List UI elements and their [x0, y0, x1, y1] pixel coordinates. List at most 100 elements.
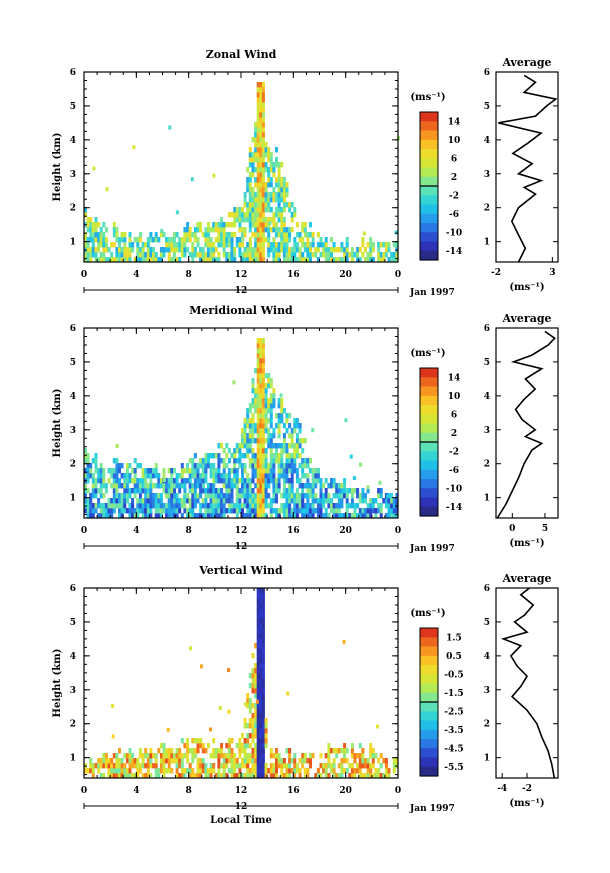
- heatmap-cell: [256, 237, 260, 243]
- heatmap-cell: [193, 453, 197, 459]
- heatmap-cell: [178, 748, 182, 754]
- heatmap-cell: [162, 468, 166, 474]
- colorbar-label: -14: [446, 247, 462, 257]
- heatmap-cell: [246, 418, 250, 424]
- heatmap-cell: [186, 247, 190, 253]
- heatmap-cell: [337, 493, 341, 499]
- heatmap-cell: [316, 473, 320, 479]
- heatmap-cell: [256, 638, 260, 644]
- heatmap-cell: [264, 147, 268, 153]
- heatmap-cell: [183, 237, 187, 243]
- heatmap-cell: [264, 513, 268, 519]
- heatmap-cell: [285, 763, 289, 769]
- heatmap-cell: [246, 448, 250, 454]
- heatmap-cell: [301, 226, 305, 231]
- heatmap-cell: [141, 488, 145, 494]
- y-tick-label: 1: [70, 494, 76, 504]
- heatmap-cell: [264, 388, 268, 394]
- heatmap-cell: [256, 433, 260, 439]
- heatmap-cell: [220, 478, 224, 484]
- heatmap-cell: [261, 167, 265, 173]
- heatmap-cell: [335, 257, 339, 263]
- heatmap-cell: [186, 227, 190, 233]
- heatmap-cell: [261, 453, 265, 459]
- heatmap-cell: [384, 763, 388, 769]
- heatmap-cell: [256, 117, 260, 123]
- heatmap-cell: [128, 232, 132, 238]
- heatmap-cell: [123, 773, 127, 779]
- heatmap-cell: [387, 247, 391, 253]
- heatmap-cell: [248, 438, 252, 444]
- heatmap-cell: [261, 613, 265, 619]
- heatmap-cell: [261, 202, 265, 208]
- heatmap-cell: [214, 473, 218, 479]
- heatmap-cell: [254, 247, 258, 253]
- heatmap-cell: [269, 458, 273, 464]
- colorbar-segment: [420, 395, 438, 406]
- heatmap-cell: [188, 513, 192, 519]
- heatmap-cell: [343, 768, 347, 774]
- heatmap-cell: [94, 493, 98, 499]
- heatmap-cell: [350, 252, 354, 258]
- heatmap-cell: [133, 483, 137, 489]
- heatmap-cell: [233, 448, 237, 454]
- heatmap-cell: [264, 448, 268, 454]
- heatmap-cell: [222, 242, 226, 248]
- heatmap-cell: [102, 763, 106, 769]
- heatmap-cell: [138, 498, 142, 504]
- heatmap-cell: [256, 443, 260, 449]
- heatmap-cell: [159, 247, 163, 253]
- heatmap-cell: [227, 753, 231, 759]
- heatmap-cell: [138, 768, 142, 774]
- heatmap-cell: [233, 247, 237, 253]
- heatmap-cell: [133, 773, 137, 779]
- x-tick-label: 20: [339, 786, 352, 796]
- heatmap-cell: [322, 513, 326, 519]
- y-tick-label: 3: [70, 170, 76, 180]
- heatmap-cell: [254, 473, 258, 479]
- heatmap-cell: [220, 513, 224, 519]
- heatmap-cell: [309, 257, 312, 263]
- colorbar-segment: [420, 167, 438, 178]
- colorbar-segment: [420, 739, 438, 749]
- heatmap-cell: [309, 458, 312, 464]
- heatmap-cell: [285, 503, 289, 509]
- heatmap-cell: [259, 708, 263, 714]
- heatmap-cell: [348, 513, 352, 519]
- heatmap-cell: [306, 237, 310, 243]
- heatmap-cell: [193, 498, 197, 504]
- heatmap-cell: [306, 758, 310, 764]
- heatmap-cell: [84, 448, 87, 454]
- heatmap-cell: [243, 212, 247, 218]
- heatmap-cell: [199, 743, 203, 749]
- heatmap-cell: [295, 488, 299, 494]
- heatmap-cell: [251, 773, 255, 779]
- heatmap-cell: [157, 483, 161, 489]
- heatmap-cell: [149, 232, 153, 238]
- heatmap-cell: [382, 252, 386, 258]
- heatmap-cell: [261, 363, 265, 369]
- heatmap-cell: [251, 383, 255, 389]
- heatmap-cell: [138, 763, 142, 769]
- heatmap-cell: [180, 738, 184, 744]
- heatmap-cell: [259, 768, 263, 774]
- heatmap-cell: [267, 478, 271, 484]
- heatmap-cell: [188, 232, 192, 238]
- heatmap-cell: [261, 172, 265, 178]
- heatmap-cell: [272, 227, 276, 233]
- heatmap-cell: [201, 768, 205, 774]
- heatmap-cell: [261, 643, 265, 649]
- heatmap-cell: [285, 418, 289, 424]
- heatmap-cell: [332, 758, 336, 764]
- heatmap-cell: [91, 227, 95, 233]
- heatmap-cell: [207, 247, 210, 253]
- y-axis-label: Height (km): [52, 649, 63, 718]
- heatmap-cell: [133, 493, 137, 499]
- heatmap-cell: [327, 513, 331, 519]
- heatmap-cell: [269, 508, 273, 514]
- heatmap-cell: [123, 473, 127, 479]
- heatmap-cell: [225, 242, 229, 248]
- heatmap-cell: [282, 227, 286, 233]
- heatmap-cell: [348, 773, 352, 779]
